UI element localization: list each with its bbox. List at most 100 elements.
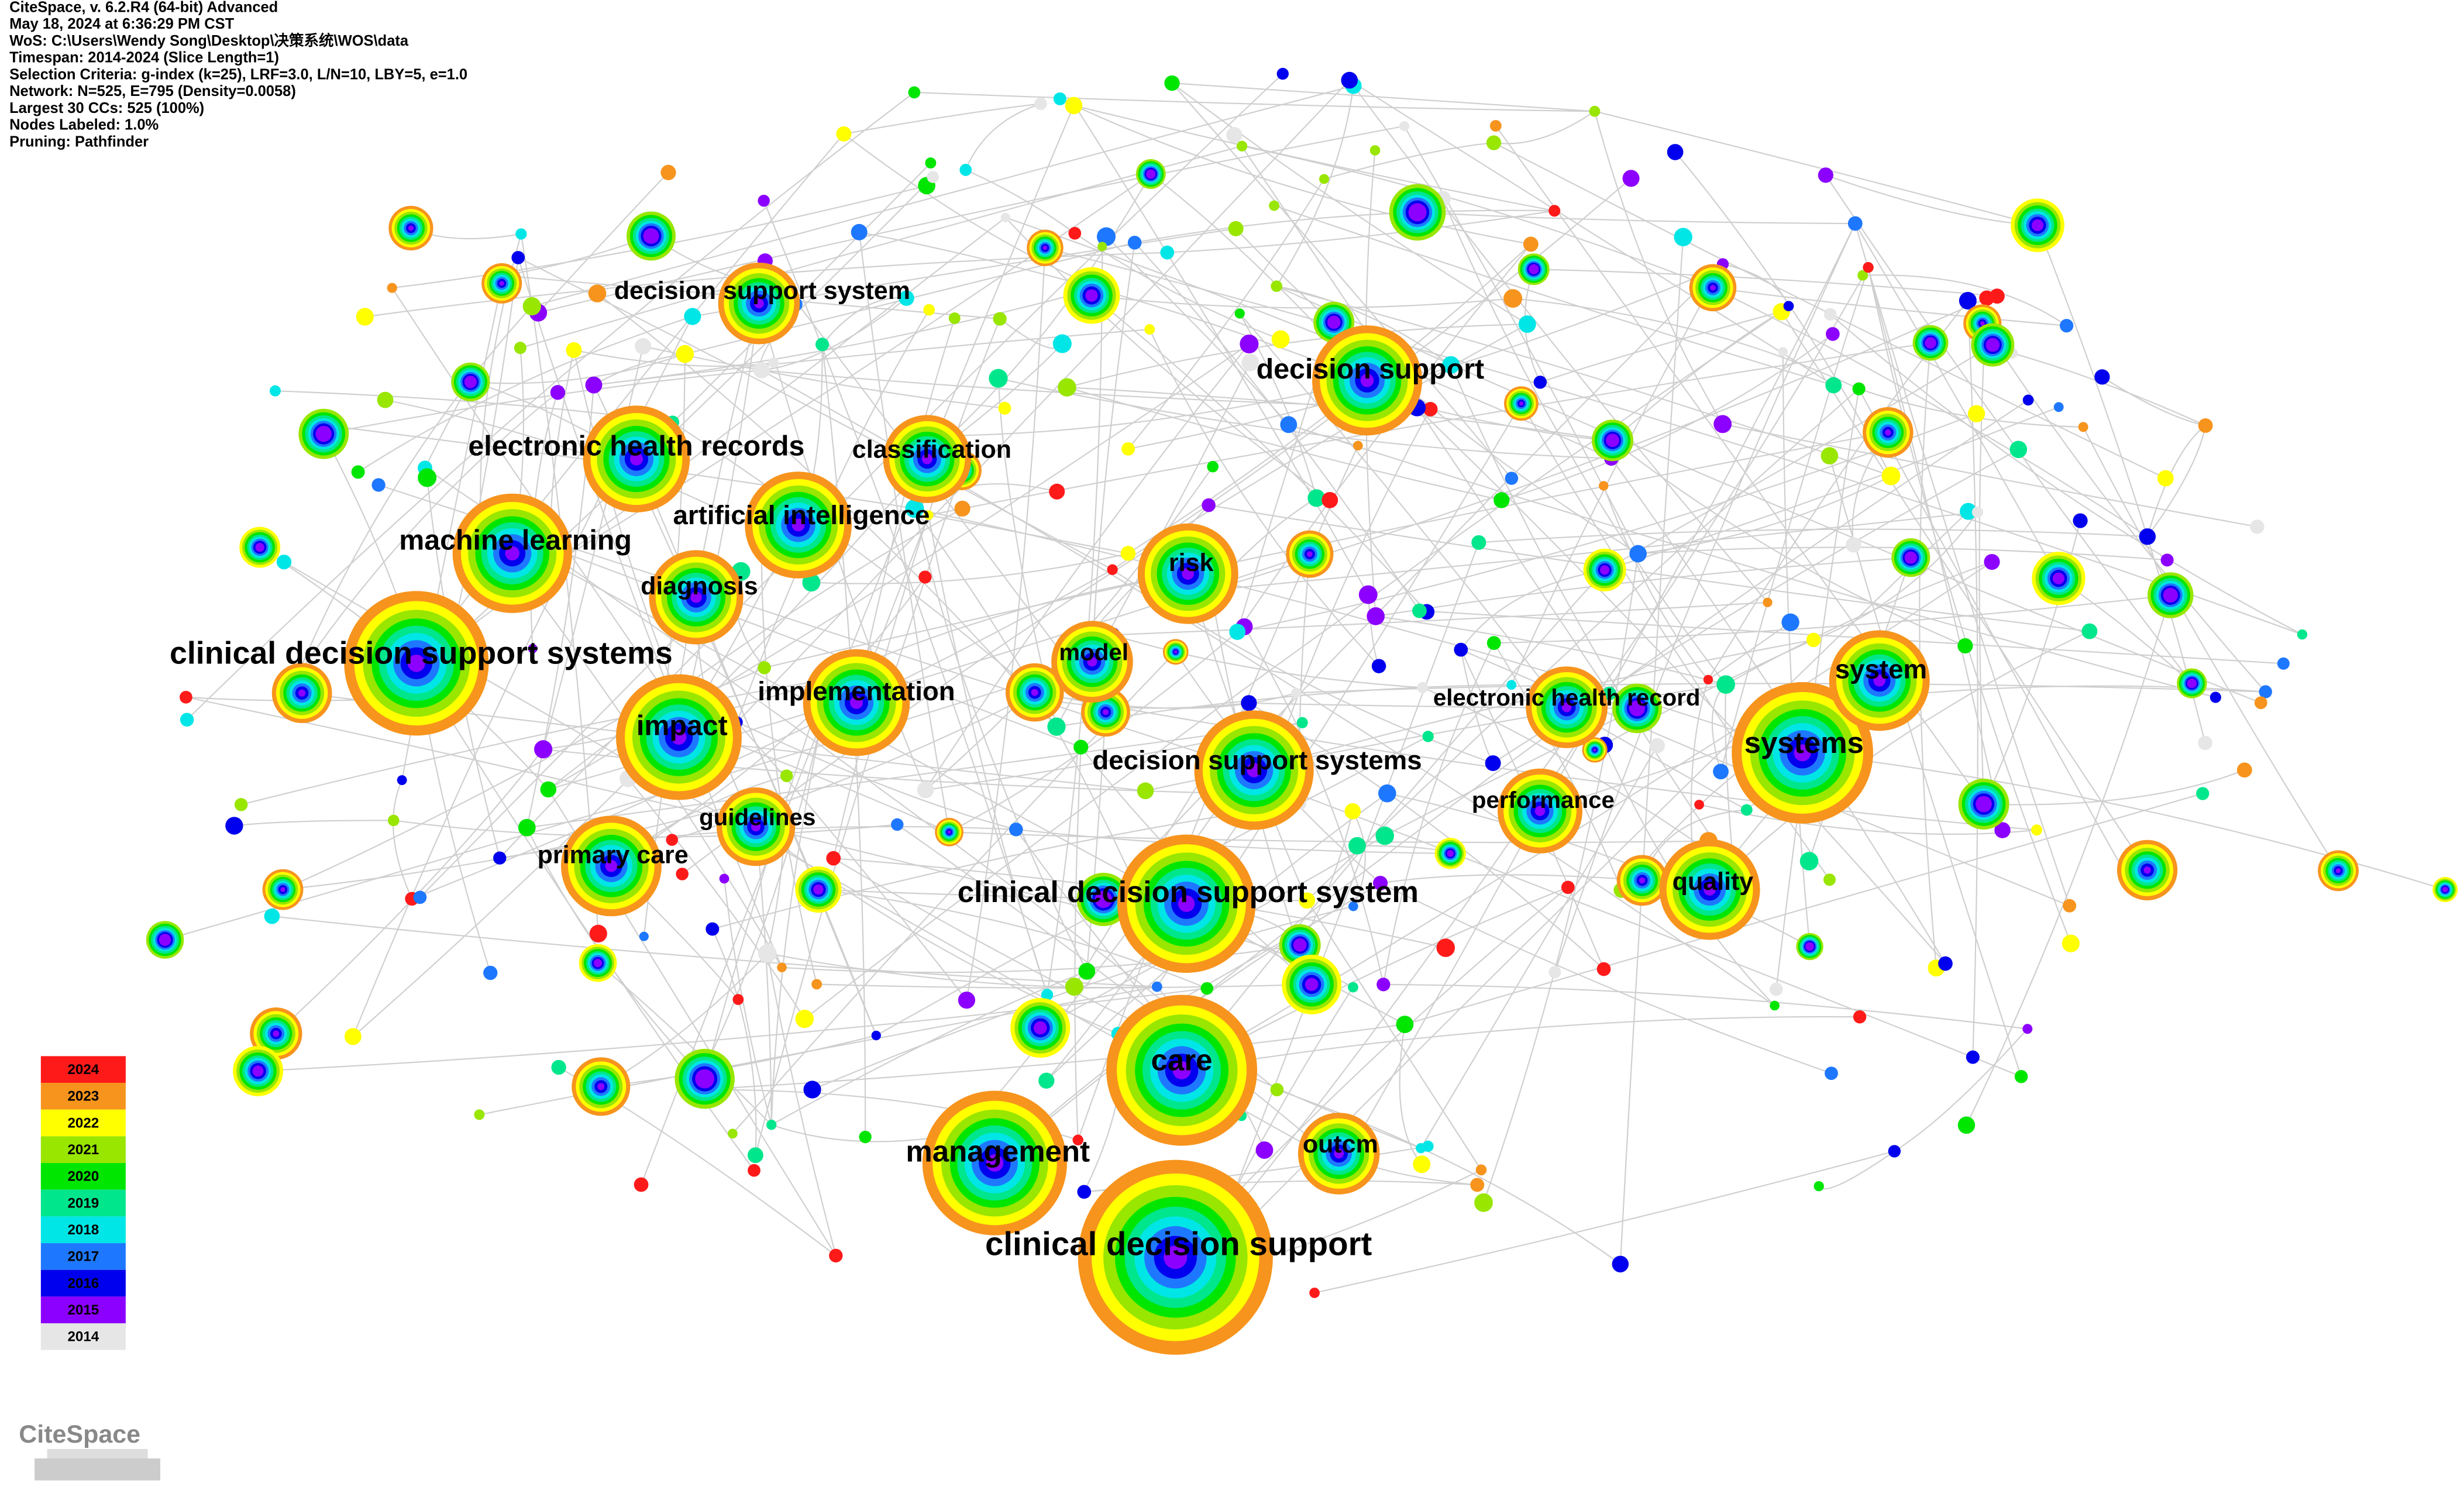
minor-node <box>2014 1070 2028 1083</box>
edge <box>1493 111 1595 144</box>
edge <box>812 906 1354 1090</box>
minor-node <box>550 385 566 400</box>
node-label: systems <box>1744 726 1864 759</box>
minor-node <box>1270 1083 1284 1097</box>
legend-label: 2016 <box>67 1275 99 1291</box>
minor-node <box>1078 962 1096 980</box>
minor-node <box>1471 535 1486 550</box>
header-line: Largest 30 CCs: 525 (100%) <box>9 100 204 116</box>
minor-node <box>180 690 192 704</box>
legend-swatch <box>40 1136 126 1164</box>
minor-node <box>1160 245 1175 260</box>
edge <box>1619 237 1684 1264</box>
minor-node <box>585 376 603 394</box>
minor-node <box>1137 782 1154 800</box>
minor-node <box>2062 934 2080 952</box>
edge <box>1134 242 1420 611</box>
edge <box>258 987 1207 1072</box>
minor-node <box>2078 422 2088 432</box>
minor-node <box>1716 675 1735 694</box>
minor-node <box>1769 982 1783 996</box>
minor-node <box>925 157 937 169</box>
node-ring <box>1037 1024 1044 1032</box>
edge <box>526 722 1303 828</box>
edge <box>1091 242 1135 662</box>
node-ring <box>1100 896 1107 903</box>
minor-node <box>1378 784 1396 803</box>
edge <box>240 679 827 806</box>
edge <box>914 91 1595 112</box>
minor-node <box>1826 327 1840 341</box>
edge <box>737 721 968 1001</box>
node-ring <box>1519 401 1523 406</box>
minor-node <box>1375 826 1395 845</box>
minor-node <box>566 342 582 359</box>
header: CiteSpace, v. 6.2.R4 (64-bit) AdvancedMa… <box>9 0 467 150</box>
node-ring <box>1602 567 1608 573</box>
edge <box>808 344 823 493</box>
edge <box>1722 423 2257 528</box>
minor-node <box>1396 1016 1414 1033</box>
minor-node <box>829 1248 843 1263</box>
minor-node <box>418 468 437 487</box>
minor-node <box>1049 483 1065 500</box>
edge <box>1854 223 2059 579</box>
minor-node <box>234 798 248 811</box>
edge <box>949 831 1709 844</box>
node-ring <box>2055 575 2062 582</box>
minor-node <box>2250 519 2265 534</box>
minor-node <box>780 769 793 782</box>
edge <box>1382 642 1495 985</box>
edge <box>1966 595 2172 1126</box>
minor-node <box>1989 288 2005 304</box>
edge <box>1442 198 1726 685</box>
edge <box>398 216 1006 680</box>
edge <box>1073 105 1555 212</box>
node-ring <box>1297 942 1303 948</box>
edge <box>1149 329 1379 667</box>
edge <box>1171 82 1512 479</box>
minor-node <box>1852 382 1866 395</box>
node-ring <box>1532 267 1536 271</box>
legend-swatch <box>40 1296 126 1324</box>
edge <box>694 1024 1405 1091</box>
legend-label: 2021 <box>67 1142 99 1158</box>
edge <box>925 343 1250 790</box>
minor-node <box>518 818 536 837</box>
edge <box>1612 439 1966 646</box>
node-ring <box>1634 705 1640 711</box>
node-ring <box>754 298 764 309</box>
node-ring <box>1087 656 1097 667</box>
minor-node <box>1322 491 1338 508</box>
minor-node <box>766 1120 777 1130</box>
minor-node <box>802 573 821 592</box>
minor-node <box>660 164 676 181</box>
minor-node <box>706 922 720 936</box>
edge <box>1380 882 1832 1074</box>
node-ring <box>1308 980 1316 988</box>
minor-node <box>1649 738 1665 753</box>
minor-node <box>1486 636 1501 651</box>
node-ring <box>1794 744 1811 762</box>
node-ring <box>163 937 167 942</box>
edge <box>804 311 1782 1020</box>
legend-label: 2022 <box>67 1115 99 1131</box>
node-label: electronic health records <box>468 431 804 462</box>
minor-node <box>1296 717 1308 728</box>
minor-node <box>1307 489 1326 507</box>
minor-node <box>1097 242 1107 252</box>
node-ring <box>2335 868 2341 873</box>
minor-node <box>1783 301 1794 312</box>
minor-node <box>1107 564 1118 575</box>
minor-node <box>1068 226 1082 240</box>
edge <box>1112 634 1423 689</box>
edge <box>1167 210 1555 253</box>
edge <box>234 820 394 827</box>
node-ring <box>1334 1148 1344 1159</box>
node-ring <box>605 860 618 872</box>
minor-node <box>351 465 365 479</box>
minor-node <box>1348 982 1358 993</box>
header-line: Selection Criteria: g-index (k=25), LRF=… <box>9 66 467 82</box>
minor-node <box>2254 696 2267 710</box>
minor-node <box>276 555 292 570</box>
